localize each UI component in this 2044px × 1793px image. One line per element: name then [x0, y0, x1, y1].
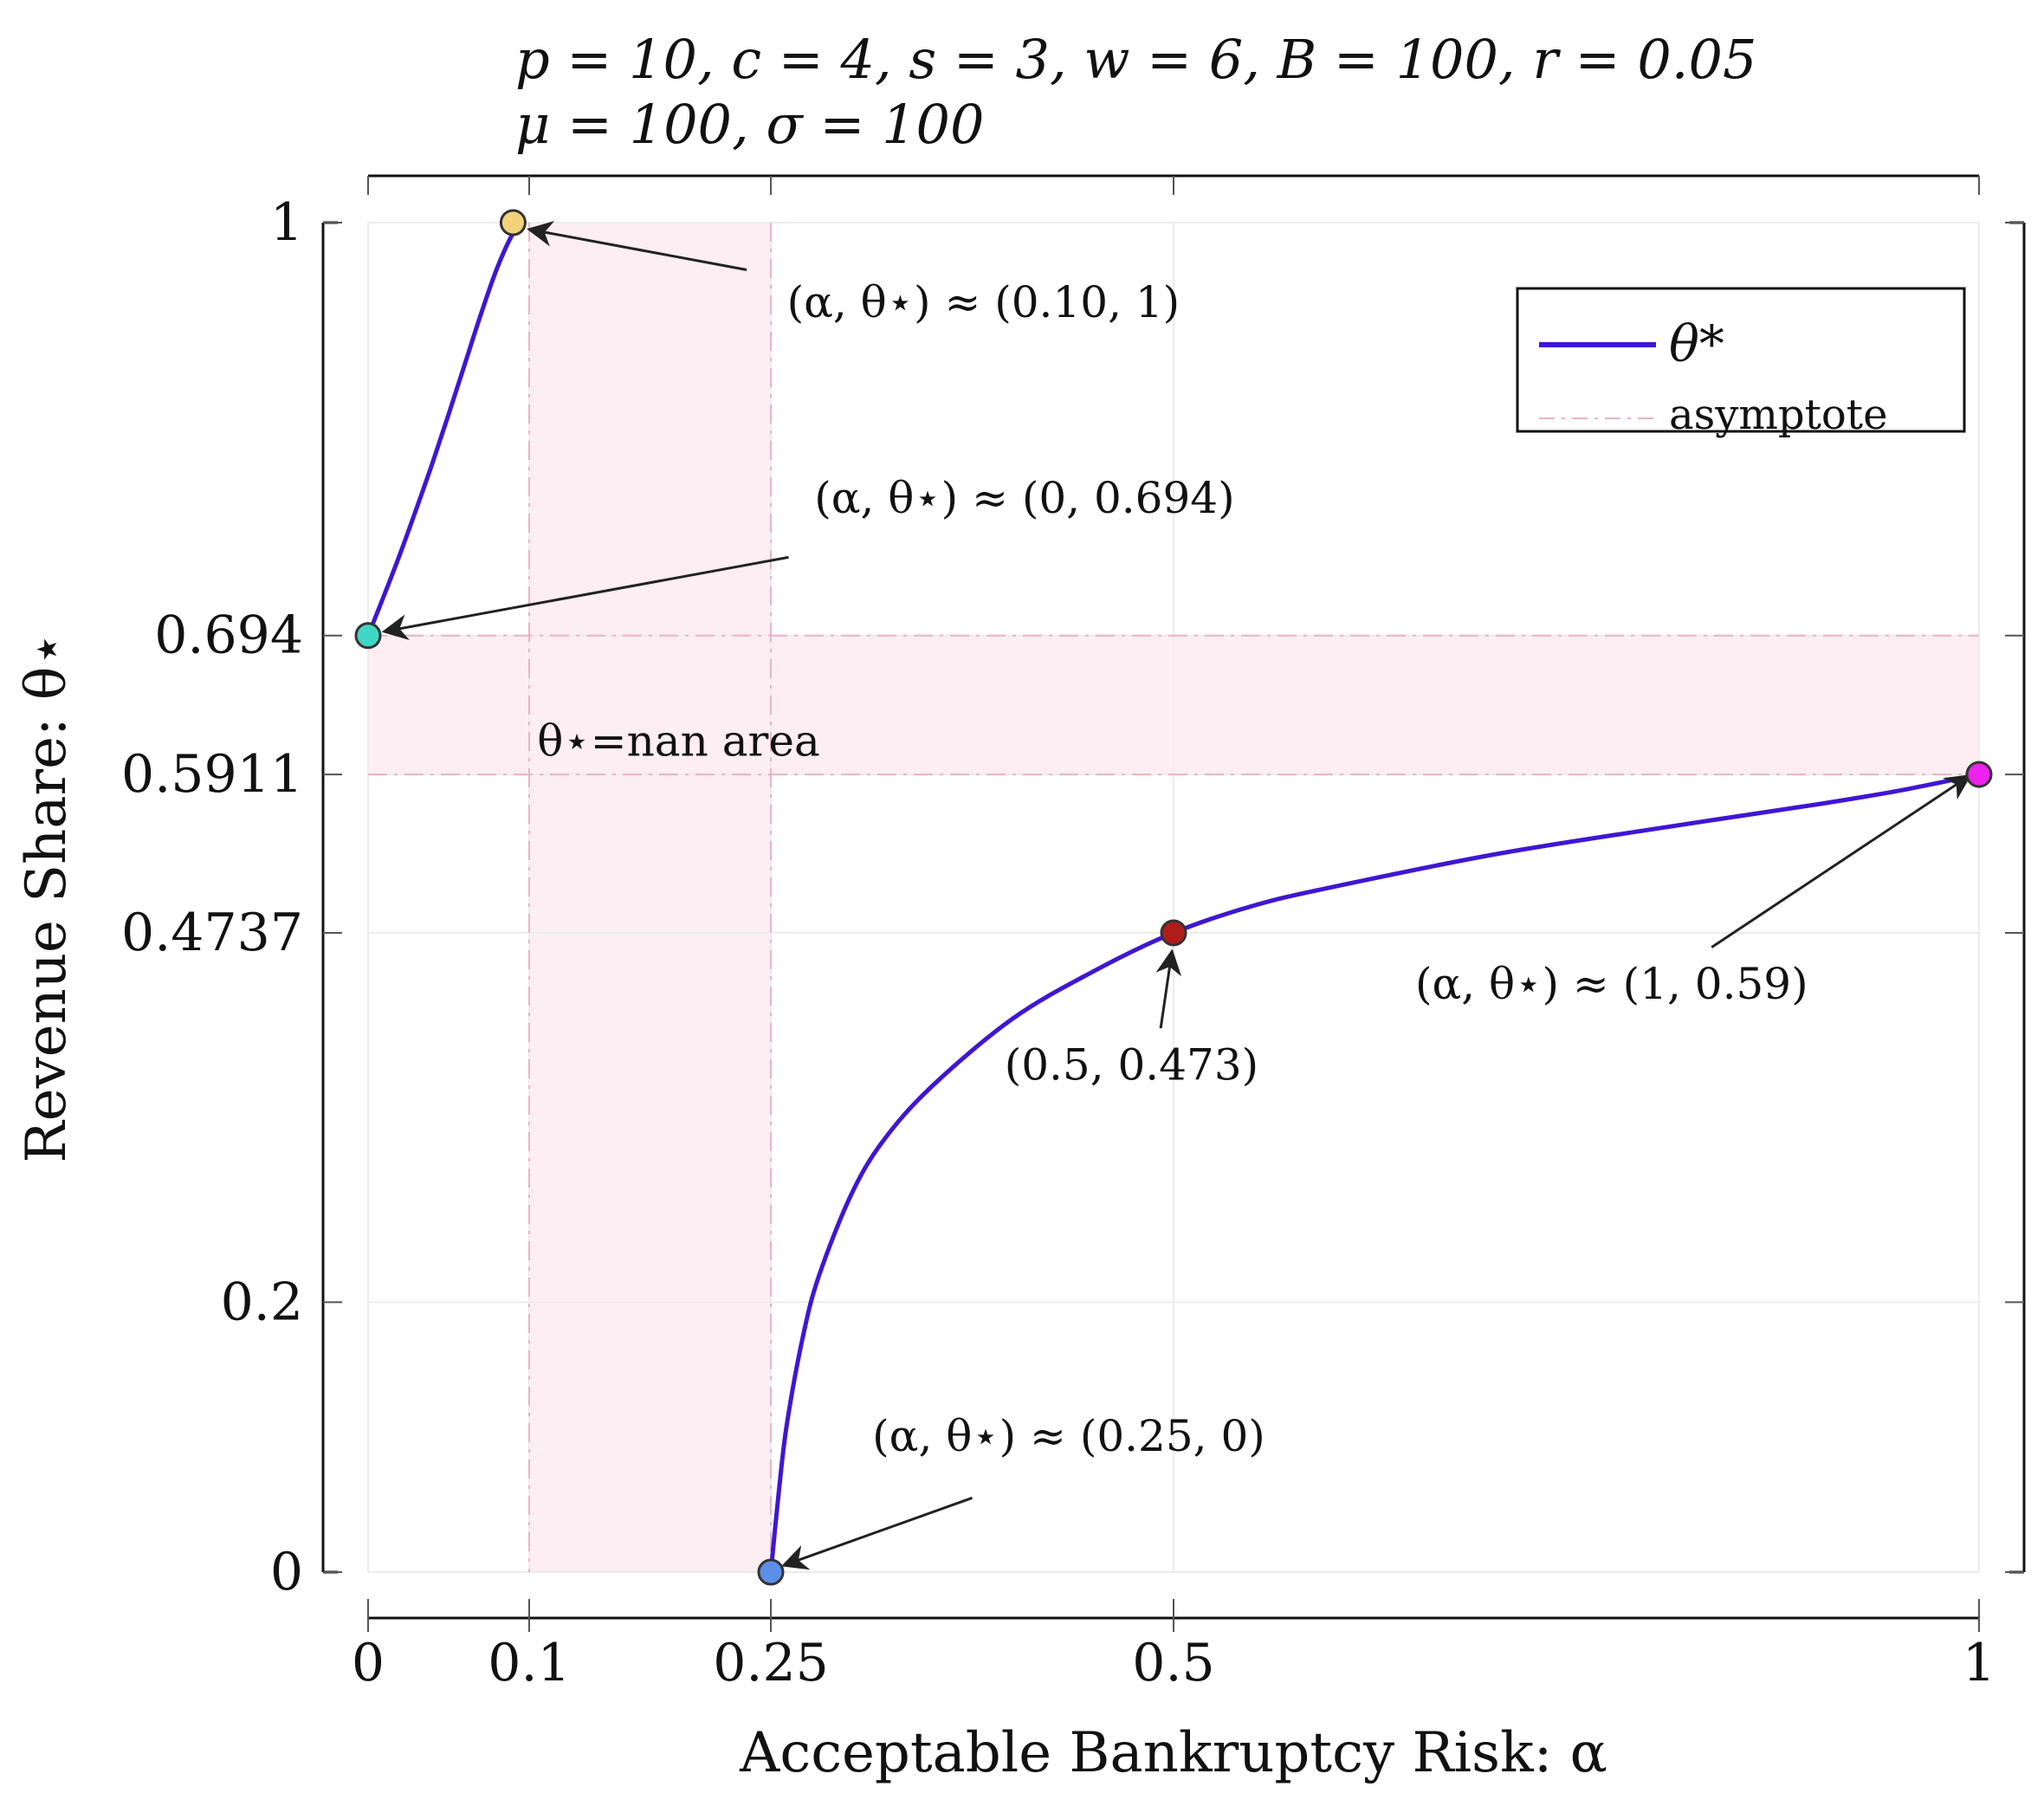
annotation-label: (α, θ⋆) ≈ (0, 0.694)	[814, 473, 1234, 523]
data-marker	[1160, 919, 1187, 947]
y-tick-label: 0.4737	[121, 903, 303, 963]
y-tick-label: 1	[270, 192, 303, 253]
series	[365, 220, 1982, 1575]
x-tick-label: 0	[352, 1633, 385, 1693]
axes	[321, 174, 2026, 1632]
annotation-arrow	[1155, 948, 1182, 1029]
y-tick-label: 0.694	[154, 605, 303, 666]
chart-title-line-1: p = 10, c = 4, s = 3, w = 6, B = 100, r …	[515, 28, 1756, 91]
markers	[354, 209, 1993, 1586]
data-marker	[499, 209, 527, 236]
x-tick-label: 0.25	[713, 1633, 829, 1693]
series-line-theta	[365, 220, 527, 638]
legend-label-asymptote: asymptote	[1669, 391, 1888, 439]
data-marker	[757, 1558, 785, 1586]
chart-title-line-2: μ = 100, σ = 100	[515, 93, 984, 156]
data-marker	[1965, 761, 1993, 788]
nan-region-x	[529, 223, 771, 1572]
annotation-label: (α, θ⋆) ≈ (1, 0.59)	[1415, 959, 1808, 1009]
x-tick-label: 1	[1963, 1633, 1995, 1693]
data-marker	[354, 622, 382, 650]
annotation-arrow	[381, 555, 789, 640]
annotation-arrow	[1711, 774, 1972, 948]
annotation-arrow	[527, 220, 747, 272]
x-tick-label: 0.5	[1132, 1633, 1214, 1693]
legend: θ* asymptote	[1516, 287, 1966, 439]
annotation-arrow	[781, 1496, 973, 1570]
annotation-label: (α, θ⋆) ≈ (0.25, 0)	[872, 1411, 1265, 1461]
annotation-label: (α, θ⋆) ≈ (0.10, 1)	[787, 277, 1180, 327]
series-line-theta	[768, 772, 1982, 1575]
nan-area-label: θ⋆=nan area	[537, 715, 820, 766]
annotations	[381, 220, 1972, 1570]
y-axis-label: Revenue Share: θ⋆	[15, 632, 79, 1163]
legend-box	[1516, 287, 1966, 433]
chart-text: 0 0.1 0.25 0.5 1 0 0.2 0.4737 0.5911 0.694 1 (α, θ⋆…	[15, 28, 1995, 1785]
annotation-label: (0.5, 0.473)	[1005, 1039, 1258, 1090]
legend-label-theta: θ*	[1669, 314, 1724, 373]
y-tick-label: 0.2	[221, 1272, 303, 1332]
y-tick-label: 0	[270, 1542, 303, 1602]
x-axis-label: Acceptable Bankruptcy Risk: α	[739, 1721, 1607, 1785]
x-tick-label: 0.1	[488, 1633, 570, 1693]
y-tick-label: 0.5911	[121, 744, 303, 805]
asymptotes	[368, 223, 1979, 1572]
